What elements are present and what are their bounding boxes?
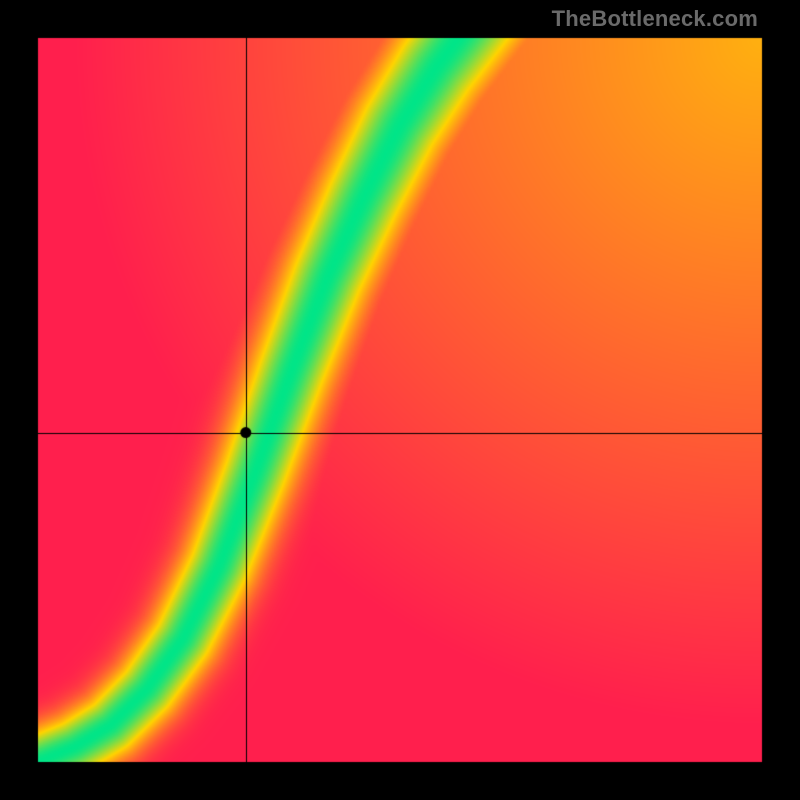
- bottleneck-heatmap-canvas: [0, 0, 800, 800]
- chart-container: TheBottleneck.com: [0, 0, 800, 800]
- attribution-label[interactable]: TheBottleneck.com: [552, 6, 758, 32]
